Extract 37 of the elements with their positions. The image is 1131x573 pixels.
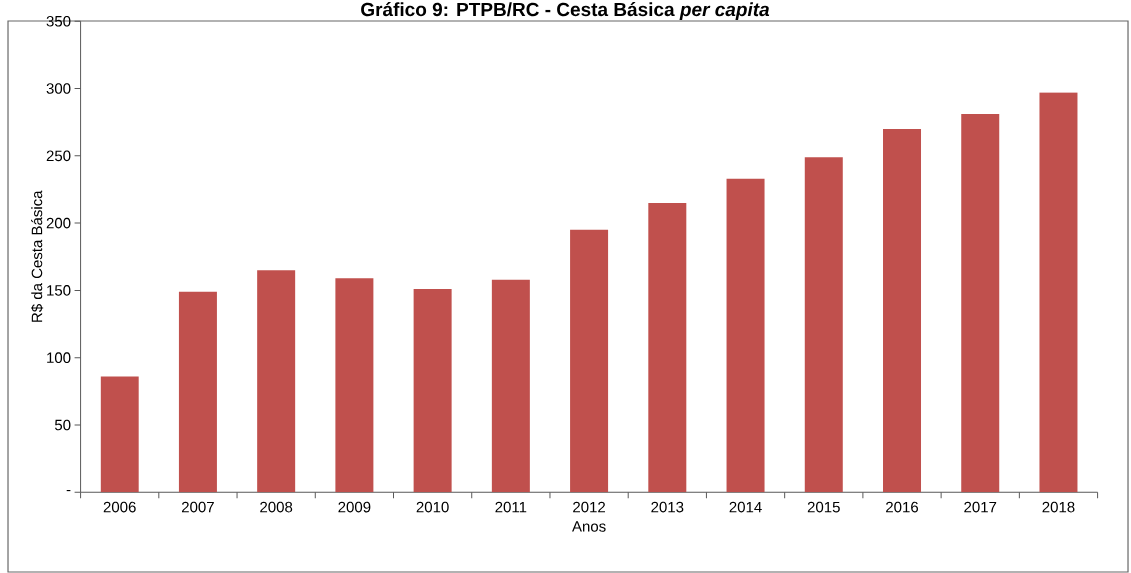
y-tick-label: 50	[54, 419, 71, 431]
y-tick-label: 350	[46, 15, 71, 27]
bar	[100, 376, 139, 493]
bar	[1039, 92, 1078, 493]
x-tick-label: 2013	[651, 501, 684, 513]
bar	[178, 291, 217, 493]
y-tick-label: 250	[46, 150, 71, 162]
bar	[726, 178, 765, 493]
y-axis-title: R$ da Cesta Básica	[31, 190, 44, 322]
x-tick-label: 2009	[338, 501, 371, 513]
y-tick-label: 150	[47, 285, 71, 296]
bar	[961, 114, 1000, 493]
x-tick-label: 2015	[807, 501, 840, 513]
bar	[570, 229, 609, 493]
bar	[413, 289, 452, 493]
x-tick-label: 2017	[964, 501, 997, 513]
bar	[335, 278, 374, 493]
x-tick-label: 2007	[182, 501, 214, 513]
bar	[883, 128, 922, 493]
bar	[804, 157, 843, 493]
x-axis-title: Anos	[572, 521, 606, 532]
x-tick-label: 2008	[260, 501, 293, 513]
chart-title: Gráfico 9: PTPB/RC - Cesta Básica per capita	[361, 2, 770, 20]
bar	[491, 279, 530, 493]
y-tick-label: 200	[46, 217, 71, 229]
bar	[257, 270, 296, 493]
x-tick-label: 2014	[729, 501, 762, 513]
x-tick-label: 2018	[1042, 501, 1075, 513]
y-tick-label: 300	[46, 83, 71, 94]
x-tick-label: 2012	[573, 501, 606, 513]
y-tick-label: 100	[47, 352, 71, 363]
y-tick-label: -	[66, 489, 71, 492]
x-tick-label: 2011	[495, 501, 527, 513]
x-tick-label: 2016	[886, 501, 919, 513]
x-tick-label: 2010	[416, 501, 449, 513]
x-tick-label: 2006	[103, 501, 136, 513]
bar	[648, 202, 687, 493]
